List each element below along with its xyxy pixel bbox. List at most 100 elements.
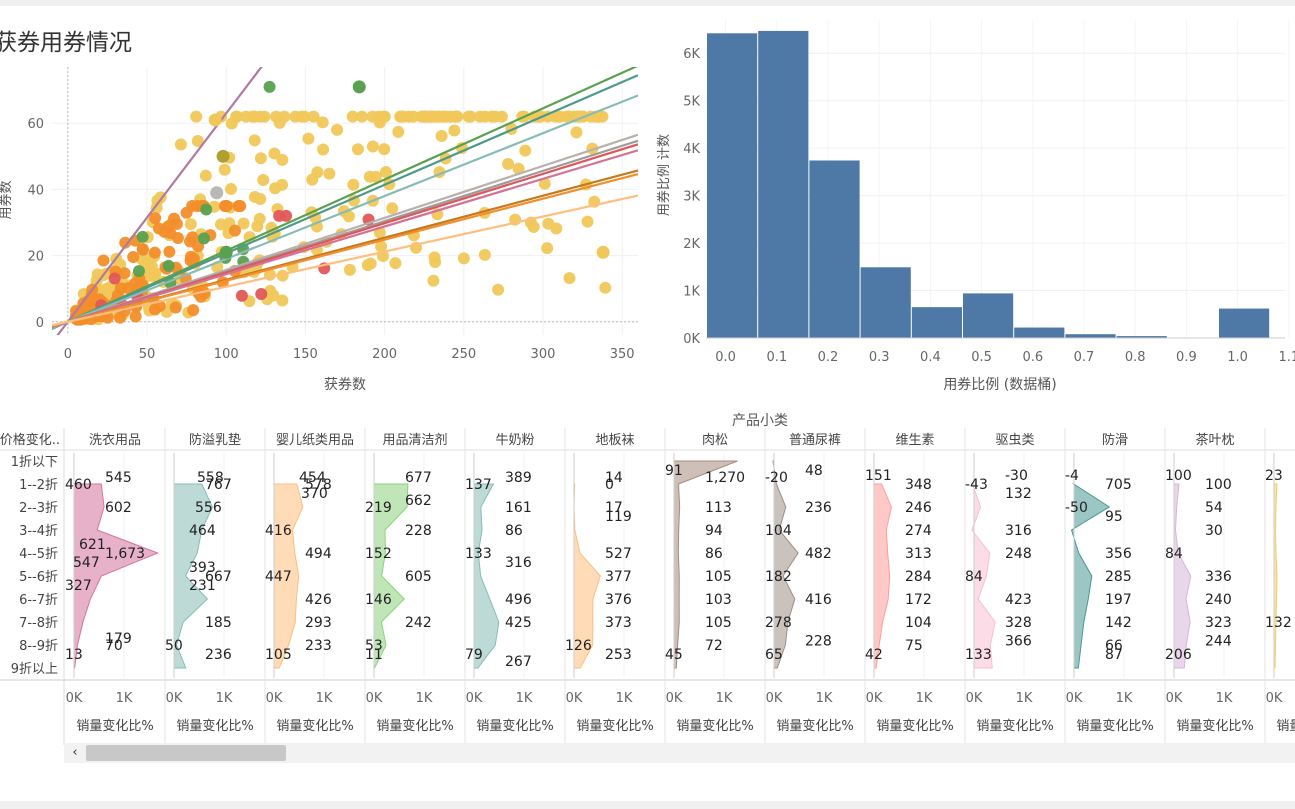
histogram-bar	[1014, 327, 1065, 338]
panel-title: 洗衣用品	[89, 432, 141, 448]
panel-x-tick-label: 0K	[666, 691, 683, 706]
scatter-point	[361, 259, 374, 272]
scatter-point	[151, 194, 164, 207]
panel-x-axis-title: 销量变化比%	[176, 718, 253, 734]
panel-data-label: 426	[305, 592, 332, 608]
scatter-point	[276, 153, 289, 166]
scatter-point	[149, 267, 162, 280]
page-title: 获券用券情况	[0, 30, 132, 56]
row-category-label: 6--7折	[19, 593, 58, 608]
y-tick-label: 2K	[683, 237, 700, 252]
scatter-point	[81, 300, 94, 313]
scroll-thumb[interactable]	[86, 745, 286, 761]
panel-4: 用品清洁剂 0K 1K 销量变化比% 677 662 219 228 152 605 146 242 5…	[365, 428, 466, 745]
scatter-point	[218, 163, 231, 176]
row-category-label: 8--9折	[19, 639, 58, 654]
panel-x-tick-label: 0K	[366, 691, 383, 706]
panel-area-mark	[473, 483, 500, 669]
panel-data-label: 705	[1105, 477, 1132, 493]
column-header-title: 产品小类	[732, 413, 788, 429]
panel-8: 普通尿裤 0K 1K 销量变化比% -20 48 236 104 482 182 416 278 228…	[765, 428, 866, 745]
x-tick-label: 0.4	[920, 350, 941, 365]
panel-area-mark	[173, 483, 213, 669]
x-tick-label: 350	[610, 347, 635, 362]
scatter-point	[502, 157, 515, 170]
scatter-point	[216, 149, 230, 163]
panel-data-label: 293	[305, 615, 332, 631]
x-tick-label: 250	[451, 347, 476, 362]
scatter-point	[149, 212, 162, 225]
panel-data-label: 527	[605, 546, 632, 562]
x-tick-label: 0.6	[1022, 350, 1043, 365]
histogram-chart: 0K 1K 2K 3K 4K 5K 6K 0.0 0.1 0.2 0.3 0.4 0.5 0.6 0.7 0.…	[656, 20, 1295, 393]
scatter-point	[254, 152, 267, 165]
bottom-border	[0, 801, 1295, 809]
panel-data-label: 185	[205, 615, 232, 631]
scatter-point	[119, 236, 132, 249]
scatter-point	[219, 199, 232, 212]
panel-data-label: 30	[1205, 523, 1223, 539]
panel-x-tick-label: 1K	[316, 691, 333, 706]
panel-area-mark	[873, 483, 892, 669]
y-tick-label: 60	[27, 117, 44, 132]
x-axis-title: 用券比例 (数据桶)	[943, 377, 1056, 393]
panel-data-label: 0	[605, 477, 614, 493]
panel-data-label: 248	[1005, 546, 1032, 562]
scroll-left-arrow-icon[interactable]: ‹	[72, 745, 78, 760]
panel-title: 肉松	[702, 433, 728, 448]
panel-data-label: 126	[565, 638, 592, 654]
x-tick-label: 150	[293, 347, 318, 362]
trend-line	[52, 173, 638, 327]
panel-area-mark	[673, 460, 738, 669]
histogram-bar	[1219, 308, 1270, 338]
panel-title: 用品清洁剂	[382, 433, 447, 448]
y-axis-title: 用券比例 计数	[656, 134, 672, 216]
panel-data-label: 313	[905, 546, 932, 562]
panel-title: 普通尿裤	[789, 433, 841, 448]
scatter-point	[268, 147, 281, 160]
scatter-point	[448, 124, 461, 137]
scatter-point	[378, 110, 391, 123]
panel-data-label: 103	[705, 592, 732, 608]
scatter-point	[237, 217, 250, 230]
panel-data-label: 605	[405, 569, 432, 585]
horizontal-scrollbar[interactable]: ‹	[64, 743, 1295, 763]
histogram-bar	[1116, 336, 1167, 338]
scatter-point	[228, 224, 241, 237]
panel-x-axis-title: 销量变化比%	[276, 718, 353, 734]
scatter-point	[550, 222, 563, 235]
trend-line	[52, 94, 638, 330]
panel-data-label: 86	[505, 523, 523, 539]
scatter-point	[570, 126, 583, 139]
panel-data-label: 79	[465, 647, 483, 663]
scatter-point	[187, 304, 200, 317]
x-tick-label: 0.0	[715, 350, 736, 365]
panel-x-axis-title: 销量变化比%	[776, 718, 853, 734]
panel-data-label: 425	[505, 615, 532, 631]
scatter-point	[190, 110, 203, 123]
scatter-point	[378, 143, 391, 156]
panel-data-label: 91	[665, 463, 683, 479]
scatter-point	[347, 178, 360, 191]
x-tick-label: 0.2	[818, 350, 839, 365]
panel-data-label: 182	[765, 569, 792, 585]
scatter-point	[307, 110, 320, 123]
panel-data-label: 66	[1105, 638, 1123, 654]
panel-data-label: 48	[805, 463, 823, 479]
trend-line	[52, 74, 638, 330]
panel-data-label: 65	[765, 647, 783, 663]
scatter-point	[197, 232, 210, 245]
panel-x-tick-label: 1K	[816, 691, 833, 706]
panel-x-axis-title: 销量变化比%	[376, 718, 453, 734]
panel-data-label: 667	[205, 569, 232, 585]
panel-data-label: 87	[1105, 647, 1123, 663]
panel-data-label: 423	[1005, 592, 1032, 608]
scatter-point	[538, 177, 551, 190]
x-tick-label: 0.3	[869, 350, 890, 365]
scatter-point	[234, 199, 247, 212]
scatter-point	[136, 242, 149, 255]
panel-title: 驱虫类	[995, 433, 1034, 448]
